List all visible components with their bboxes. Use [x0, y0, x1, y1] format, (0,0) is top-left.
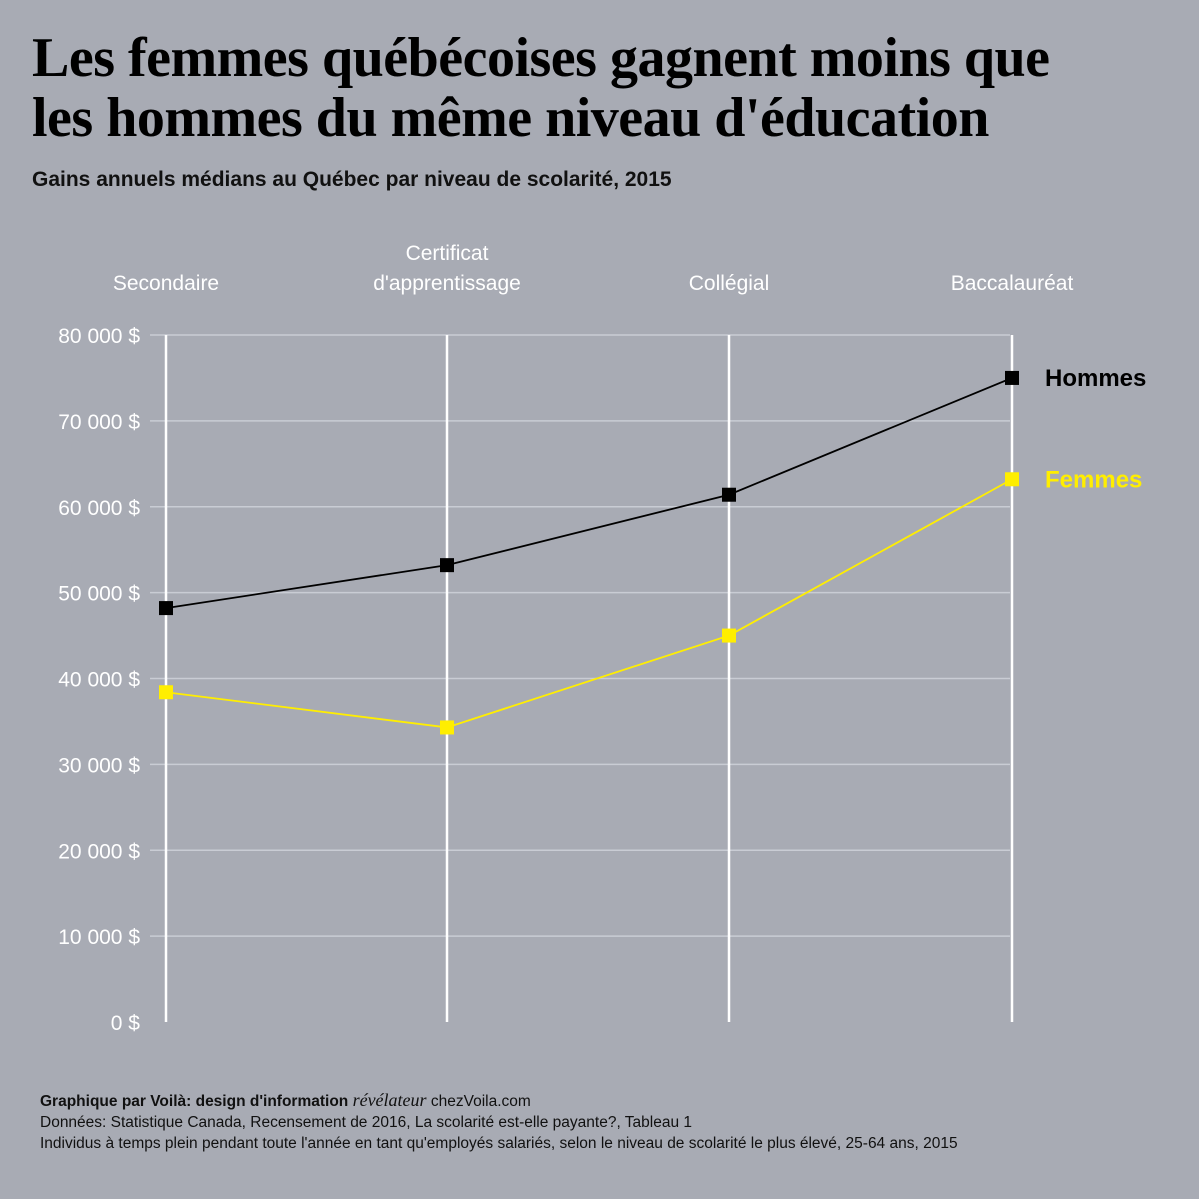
data-point-hommes-2 — [722, 487, 736, 502]
footer-source: Données: Statistique Canada, Recensement… — [40, 1114, 693, 1131]
footer-note: Individus à temps plein pendant toute l'… — [40, 1135, 958, 1152]
x-category-label-1-1: d'apprentissage — [373, 272, 521, 295]
data-point-femmes-0 — [159, 685, 173, 700]
y-tick-label-40000: 40 000 $ — [58, 669, 140, 692]
y-tick-label-70000: 70 000 $ — [58, 411, 140, 434]
x-category-label-3-0: Baccalauréat — [951, 272, 1074, 295]
series-line-femmes — [165, 478, 1013, 729]
data-point-hommes-0 — [159, 601, 173, 616]
x-category-label-1-0: Certificat — [406, 242, 489, 265]
series-label-hommes: Hommes — [1045, 365, 1146, 392]
series-line-hommes — [165, 377, 1013, 609]
x-category-label-0-0: Secondaire — [113, 272, 219, 295]
data-point-hommes-1 — [440, 558, 454, 573]
x-category-label-2-0: Collégial — [689, 272, 770, 295]
data-point-hommes-3 — [1005, 370, 1019, 385]
y-tick-label-80000: 80 000 $ — [58, 325, 140, 348]
footer: Graphique par Voilà: design d'informatio… — [40, 1090, 1180, 1154]
data-point-femmes-2 — [722, 628, 736, 643]
y-tick-label-60000: 60 000 $ — [58, 497, 140, 520]
title-line-2: les hommes du même niveau d'éducation — [32, 87, 989, 149]
title-line-1: Les femmes québécoises gagnent moins que — [32, 27, 1050, 89]
y-tick-label-20000: 20 000 $ — [58, 840, 140, 863]
y-tick-label-10000: 10 000 $ — [58, 926, 140, 949]
footer-site-link[interactable]: chezVoila.com — [430, 1093, 531, 1110]
data-point-femmes-1 — [440, 720, 454, 735]
footer-credit-line: Graphique par Voilà: design d'informatio… — [40, 1090, 1180, 1112]
chart-title: Les femmes québécoises gagnent moins que… — [32, 28, 1182, 148]
footer-credit-italic: révélateur — [352, 1090, 427, 1110]
y-tick-label-50000: 50 000 $ — [58, 583, 140, 606]
y-tick-label-0: 0 $ — [111, 1012, 141, 1035]
series-label-femmes: Femmes — [1045, 466, 1142, 493]
y-tick-label-30000: 30 000 $ — [58, 754, 140, 777]
data-point-femmes-3 — [1005, 472, 1019, 487]
chart-subtitle: Gains annuels médians au Québec par nive… — [32, 168, 672, 191]
footer-credit: Graphique par Voilà: design d'informatio… — [40, 1093, 349, 1110]
